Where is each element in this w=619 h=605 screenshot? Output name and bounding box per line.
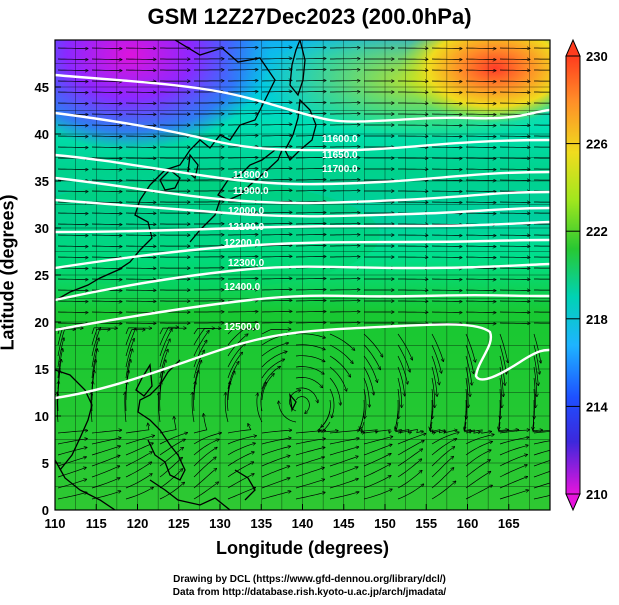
- colorbar-max-arrow: [565, 38, 581, 57]
- x-tick-label: 150: [374, 516, 396, 531]
- colorbar-tick-label: 210: [586, 487, 608, 502]
- contour-label: 11800.0: [233, 170, 269, 181]
- y-tick-label: 20: [35, 315, 49, 330]
- y-tick-label: 5: [42, 456, 49, 471]
- y-tick-label: 40: [35, 127, 49, 142]
- credit-data: Data from http://database.rish.kyoto-u.a…: [172, 587, 447, 598]
- y-tick-label: 0: [42, 503, 49, 518]
- plot-area: 11600.0 11650.0 11700.0 11800.0 11900.0 12000…: [55, 40, 550, 510]
- x-tick-label: 120: [127, 516, 149, 531]
- y-tick-label: 10: [35, 409, 49, 424]
- colorbar-tick-label: 222: [586, 224, 608, 239]
- colorbar: 230 226 222 218 214 210: [565, 38, 608, 512]
- y-axis: 0 5 10 15 20 25 30 35 40 45: [35, 80, 61, 518]
- contour-labels: 11600.0 11650.0 11700.0 11800.0 11900.0 12000…: [224, 134, 358, 333]
- contour-label: 11650.0: [322, 150, 358, 161]
- x-tick-label: 140: [292, 516, 314, 531]
- x-tick-label: 130: [209, 516, 231, 531]
- contour-label: 11900.0: [233, 186, 269, 197]
- colorbar-tick-label: 230: [586, 49, 608, 64]
- y-tick-label: 25: [35, 268, 49, 283]
- contour-label: 12500.0: [224, 322, 261, 333]
- contour-label: 12100.0: [228, 222, 265, 233]
- x-tick-label: 165: [498, 516, 520, 531]
- contour-label: 12400.0: [224, 282, 261, 293]
- colorbar-tick-label: 226: [586, 137, 608, 152]
- y-tick-label: 30: [35, 221, 49, 236]
- y-tick-label: 45: [35, 80, 49, 95]
- x-tick-label: 135: [250, 516, 272, 531]
- colorbar-min-arrow: [565, 493, 581, 512]
- x-tick-label: 145: [333, 516, 355, 531]
- colorbar-tick-label: 218: [586, 312, 608, 327]
- y-axis-label: Latitude (degrees): [0, 194, 18, 351]
- x-tick-label: 155: [415, 516, 437, 531]
- x-tick-label: 160: [457, 516, 479, 531]
- contour-label: 12000.0: [228, 206, 265, 217]
- figure-title: GSM 12Z27Dec2023 (200.0hPa): [147, 4, 472, 29]
- colorbar-tick-label: 214: [586, 399, 608, 414]
- x-tick-label: 125: [168, 516, 190, 531]
- y-tick-label: 15: [35, 362, 49, 377]
- contour-label: 12200.0: [224, 238, 261, 249]
- x-tick-label: 110: [45, 516, 66, 531]
- x-tick-label: 115: [86, 516, 107, 531]
- x-axis-label: Longitude (degrees): [215, 538, 389, 558]
- contour-label: 11600.0: [322, 134, 358, 145]
- contour-label: 12300.0: [228, 258, 265, 269]
- credit-drawing: Drawing by DCL (https://www.gfd-dennou.o…: [173, 574, 446, 585]
- x-axis: 110 115 120 125 130 135 140 145 150 155 160 165: [45, 504, 520, 531]
- coastlines: [55, 40, 317, 510]
- contour-label: 11700.0: [322, 164, 358, 175]
- height-contours: [55, 73, 550, 400]
- y-tick-label: 35: [35, 174, 49, 189]
